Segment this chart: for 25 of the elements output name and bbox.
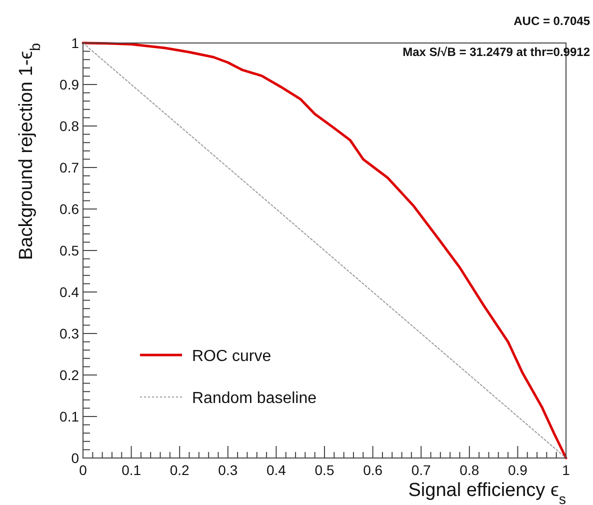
y-tick-label: 0.8 (60, 118, 80, 134)
legend-label: Random baseline (192, 390, 317, 407)
text: AUC = 0.7045 (514, 14, 590, 28)
legend-label: ROC curve (192, 348, 272, 365)
x-tick-label: 0.4 (266, 462, 286, 478)
y-tick-label: 0.5 (60, 242, 80, 258)
x-axis-title: Signal efficiency ϵ$_{s}$ (408, 480, 566, 505)
y-tick-label: 0.7 (60, 160, 80, 176)
y-tick-label: 0.2 (60, 367, 80, 383)
x-tick-label: 0.2 (170, 462, 190, 478)
x-tick-label: 0.8 (460, 462, 480, 478)
y-tick-label: 0.3 (60, 326, 80, 342)
y-tick-label: 1 (71, 35, 80, 51)
x-tick-label: 0.5 (314, 462, 334, 478)
x-tick-label: 0.1 (122, 462, 142, 478)
x-tick-label: 0.7 (411, 462, 432, 478)
y-tick-label: 0.9 (60, 76, 80, 92)
y-tick-label: 0.4 (60, 284, 80, 300)
x-tick-label: 0.3 (218, 462, 238, 478)
x-tick-label: 0.9 (508, 462, 528, 478)
y-tick-label: 0 (71, 450, 80, 466)
x-tick-label: 0.6 (363, 462, 383, 478)
y-tick-label: 0.1 (60, 408, 80, 424)
y-tick-label: 0.6 (60, 201, 80, 217)
x-tick-label: 1 (562, 462, 570, 478)
